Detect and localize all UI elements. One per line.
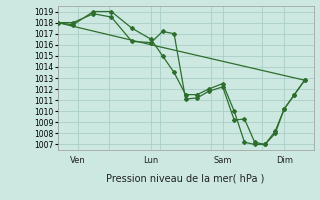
Text: Sam: Sam [213,156,232,165]
Text: Dim: Dim [276,156,293,165]
Text: Ven: Ven [70,156,86,165]
Text: Pression niveau de la mer( hPa ): Pression niveau de la mer( hPa ) [107,173,265,183]
Text: Lun: Lun [143,156,159,165]
